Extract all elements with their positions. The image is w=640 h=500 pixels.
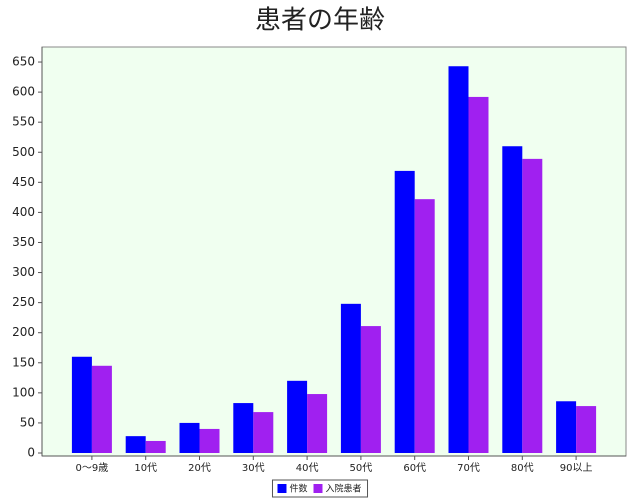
x-tick-label: 90以上 bbox=[560, 462, 593, 474]
bar bbox=[448, 66, 469, 453]
x-tick-label: 10代 bbox=[134, 462, 157, 474]
y-tick-label: 400 bbox=[12, 205, 35, 219]
y-tick-label: 50 bbox=[20, 415, 35, 429]
bar bbox=[179, 422, 200, 453]
bar bbox=[145, 440, 166, 453]
bar bbox=[556, 401, 577, 453]
y-tick-label: 500 bbox=[12, 145, 35, 159]
y-tick-label: 0 bbox=[27, 445, 35, 459]
y-tick-label: 600 bbox=[12, 85, 35, 99]
y-tick-label: 450 bbox=[12, 175, 35, 189]
x-tick-label: 20代 bbox=[188, 462, 211, 474]
legend-swatch bbox=[313, 484, 323, 493]
x-tick-label: 60代 bbox=[403, 462, 426, 474]
y-tick-label: 350 bbox=[12, 235, 35, 249]
bar bbox=[199, 428, 220, 453]
x-tick-label: 30代 bbox=[242, 462, 265, 474]
x-tick-label: 0〜9歳 bbox=[76, 462, 109, 474]
bar bbox=[414, 199, 435, 453]
x-tick-label: 40代 bbox=[296, 462, 319, 474]
bar bbox=[576, 406, 597, 453]
x-tick-label: 80代 bbox=[511, 462, 534, 474]
chart-title: 患者の年齢 bbox=[255, 6, 385, 36]
y-tick-label: 650 bbox=[12, 55, 35, 69]
bar bbox=[307, 394, 328, 453]
y-tick-label: 250 bbox=[12, 295, 35, 309]
legend-label: 件数 bbox=[289, 483, 307, 495]
bar bbox=[71, 356, 92, 453]
bar bbox=[502, 146, 523, 453]
bar bbox=[287, 380, 308, 453]
x-tick-label: 50代 bbox=[350, 462, 373, 474]
bar bbox=[468, 96, 489, 453]
bar bbox=[522, 158, 543, 453]
bar bbox=[233, 403, 254, 453]
legend-swatch bbox=[277, 484, 287, 493]
y-tick-label: 150 bbox=[12, 355, 35, 369]
bar bbox=[253, 412, 274, 453]
legend-label: 入院患者 bbox=[326, 483, 362, 495]
y-tick-label: 100 bbox=[12, 385, 35, 399]
y-tick-label: 300 bbox=[12, 265, 35, 279]
y-tick-label: 200 bbox=[12, 325, 35, 339]
bar bbox=[360, 326, 381, 453]
bar bbox=[340, 303, 361, 453]
bar bbox=[125, 436, 146, 453]
y-tick-label: 550 bbox=[12, 115, 35, 129]
bar bbox=[394, 170, 415, 453]
x-tick-label: 70代 bbox=[457, 462, 480, 474]
bar bbox=[91, 365, 112, 453]
